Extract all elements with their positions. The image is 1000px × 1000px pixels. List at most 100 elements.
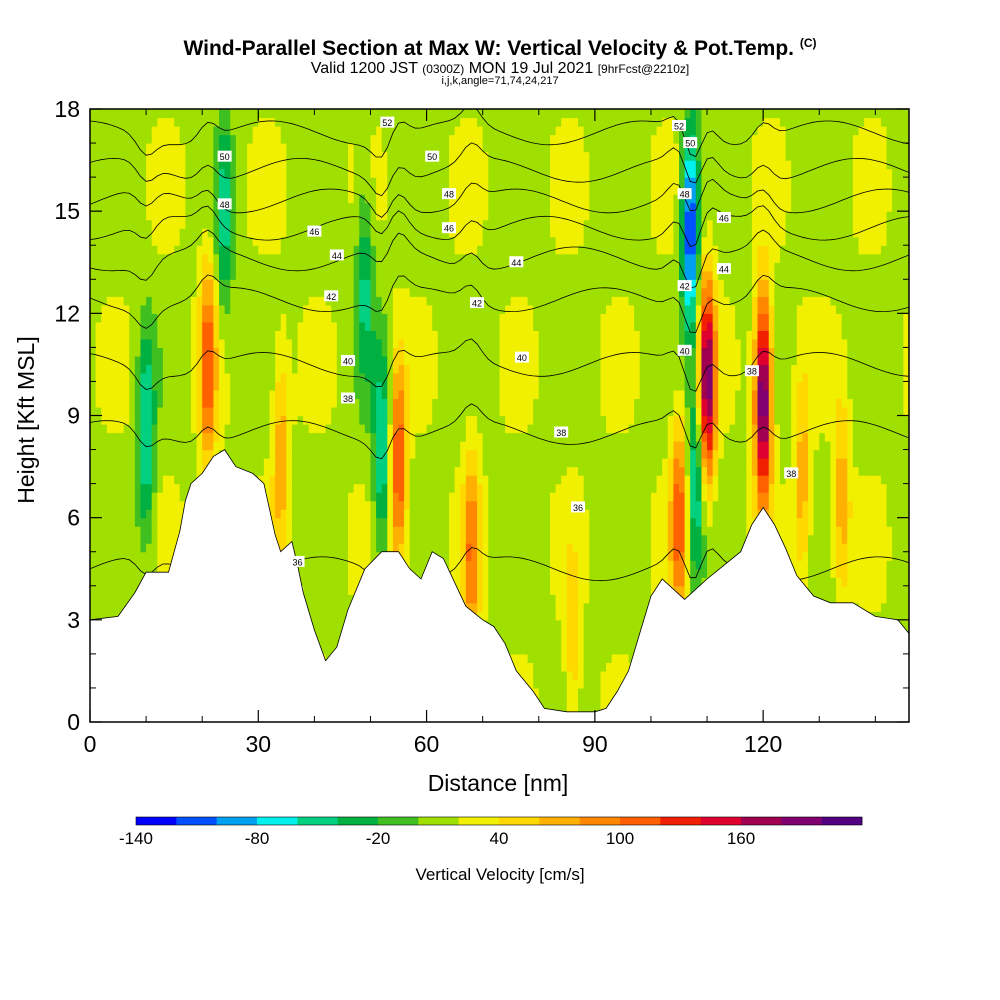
field-cell — [291, 415, 299, 425]
field-cell — [297, 253, 304, 263]
field-cell — [190, 253, 198, 263]
field-cell — [364, 236, 372, 246]
field-cell — [314, 509, 321, 519]
field-cell — [409, 270, 416, 280]
field-cell — [297, 117, 304, 127]
field-cell — [247, 296, 254, 306]
field-cell — [325, 228, 332, 238]
field-cell — [510, 236, 517, 246]
field-cell — [549, 619, 557, 629]
field-cell — [465, 551, 473, 561]
field-cell — [146, 534, 153, 544]
field-cell — [263, 270, 271, 280]
field-cell — [140, 151, 147, 161]
field-cell — [202, 270, 209, 280]
field-cell — [241, 364, 248, 374]
field-cell — [566, 568, 574, 578]
field-cell — [555, 466, 562, 476]
field-cell — [303, 560, 310, 570]
field-cell — [426, 236, 433, 246]
field-cell — [544, 202, 551, 212]
field-cell — [134, 134, 142, 144]
field-cell — [387, 526, 394, 536]
field-cell — [162, 492, 170, 502]
field-cell — [286, 338, 293, 348]
field-cell — [572, 168, 579, 178]
field-cell — [331, 347, 338, 357]
field-cell — [179, 270, 186, 280]
field-cell — [331, 475, 338, 485]
field-cell — [420, 543, 428, 553]
field-cell — [443, 245, 450, 255]
field-cell — [95, 577, 102, 587]
field-cell — [555, 389, 562, 400]
field-cell — [179, 177, 186, 187]
field-cell — [505, 636, 512, 646]
field-cell — [460, 270, 467, 280]
field-cell — [213, 372, 220, 383]
field-cell — [331, 219, 338, 229]
field-cell — [196, 441, 203, 451]
field-cell — [505, 568, 512, 578]
field-cell — [308, 194, 315, 204]
field-cell — [482, 577, 489, 587]
field-cell — [449, 526, 456, 536]
field-cell — [482, 594, 489, 604]
field-cell — [505, 304, 512, 314]
field-cell — [112, 287, 119, 297]
field-cell — [561, 645, 568, 655]
field-cell — [432, 389, 439, 400]
field-cell — [280, 304, 287, 314]
field-cell — [303, 168, 310, 178]
field-cell — [370, 177, 377, 187]
field-cell — [432, 424, 439, 434]
field-cell — [303, 253, 310, 263]
field-cell — [437, 194, 445, 204]
field-cell — [174, 219, 181, 229]
field-cell — [381, 526, 388, 536]
field-cell — [151, 245, 158, 255]
field-cell — [404, 194, 411, 204]
field-cell — [549, 313, 557, 323]
field-cell — [521, 262, 529, 272]
field-cell — [437, 313, 445, 323]
field-cell — [331, 432, 338, 442]
field-cell — [566, 611, 574, 621]
field-cell — [437, 432, 445, 442]
field-cell — [578, 568, 585, 578]
field-cell — [325, 313, 332, 323]
field-cell — [533, 228, 540, 238]
field-cell — [482, 372, 489, 383]
field-cell — [134, 117, 142, 127]
field-cell — [482, 347, 489, 357]
field-cell — [572, 219, 579, 229]
field-cell — [190, 449, 198, 459]
field-cell — [106, 109, 114, 119]
field-cell — [185, 406, 192, 417]
field-cell — [101, 228, 108, 238]
field-cell — [477, 143, 484, 153]
field-cell — [505, 109, 512, 119]
field-cell — [151, 526, 158, 536]
field-cell — [146, 432, 153, 442]
field-cell — [286, 458, 293, 468]
field-cell — [269, 321, 276, 331]
field-cell — [157, 262, 164, 272]
field-cell — [471, 253, 478, 263]
field-cell — [331, 458, 338, 468]
field-cell — [460, 168, 467, 178]
field-cell — [555, 619, 562, 629]
field-cell — [280, 372, 287, 383]
field-cell — [566, 492, 574, 502]
field-cell — [348, 347, 355, 357]
field-cell — [460, 483, 467, 493]
field-cell — [134, 126, 142, 136]
field-cell — [555, 687, 562, 698]
field-cell — [572, 611, 579, 621]
field-cell — [521, 577, 529, 587]
field-cell — [202, 245, 209, 255]
field-cell — [331, 424, 338, 434]
field-cell — [118, 577, 125, 587]
field-cell — [258, 143, 265, 153]
field-cell — [291, 389, 299, 400]
